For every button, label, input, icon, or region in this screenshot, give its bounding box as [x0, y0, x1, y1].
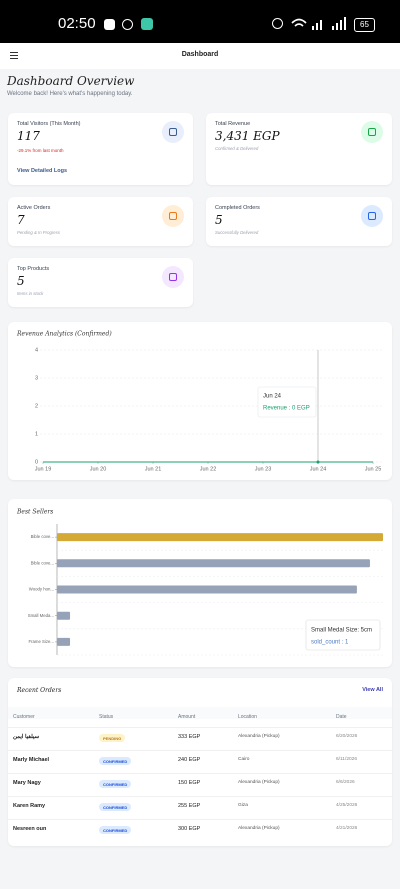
location: Alexandria (Pickup): [238, 826, 280, 831]
clock: 02:50: [58, 15, 96, 32]
date: 6/20/2026: [336, 734, 358, 739]
menu-button[interactable]: [10, 52, 18, 53]
card-value: 3,431 EGP: [215, 129, 280, 143]
column-header: Customer: [13, 714, 35, 720]
date: 6/6/2026: [336, 780, 355, 785]
customer: Karen Ramy: [13, 803, 46, 809]
customer: Marly Michael: [13, 757, 50, 763]
icon-glyph: [169, 128, 177, 136]
amount: 333 EGP: [178, 734, 201, 740]
card-value: 117: [17, 129, 40, 143]
row-divider: [8, 819, 392, 820]
signal-icons: [291, 17, 346, 30]
amount: 300 EGP: [178, 826, 201, 832]
row-divider: [8, 750, 392, 751]
column-header: Status: [99, 714, 114, 720]
amount: 150 EGP: [178, 780, 201, 786]
date: 6/11/2026: [336, 757, 357, 762]
orders-title: Recent Orders: [17, 687, 62, 694]
icon-glyph: [368, 128, 376, 136]
stat-card: Top Products 5 Items in stock: [8, 258, 193, 307]
card-note: Pending & In Progress: [17, 230, 60, 235]
status-badge: CONFIRMED: [99, 757, 132, 765]
stat-card: Total Visitors (This Month) 117 -29.1% fro…: [8, 113, 193, 185]
card-value: 5: [215, 213, 223, 227]
card-icon: [162, 121, 184, 143]
status-badge: PENDING: [99, 734, 126, 742]
app-header: Dashboard: [0, 43, 400, 69]
card-title: Total Visitors (This Month): [17, 121, 81, 127]
customer: Mary Nagy: [13, 780, 41, 786]
row-divider: [8, 773, 392, 774]
icon-glyph: [169, 212, 177, 220]
status-bar: 02:50 65: [0, 0, 400, 43]
amount: 240 EGP: [178, 757, 201, 763]
column-header: Date: [336, 714, 347, 720]
app-icon: [104, 19, 115, 30]
alarm-icon: [272, 18, 283, 29]
icon-glyph: [368, 212, 376, 220]
card-icon: [361, 205, 383, 227]
status-badge: CONFIRMED: [99, 803, 132, 811]
stat-card: Active Orders 7 Pending & In Progress: [8, 197, 193, 246]
page-subtitle: Welcome back! Here's what's happening to…: [7, 91, 133, 97]
card-link[interactable]: View Detailed Logs: [17, 168, 68, 174]
status-badge: CONFIRMED: [99, 780, 132, 788]
card-note: Successfully Delivered: [215, 230, 259, 235]
location: Alexandria (Pickup): [238, 734, 280, 739]
column-header: Location: [238, 714, 257, 720]
amount: 255 EGP: [178, 803, 201, 809]
status-badge: CONFIRMED: [99, 826, 132, 834]
page-title: Dashboard Overview: [7, 74, 135, 88]
app-icon: [122, 19, 133, 30]
card-value: 7: [17, 213, 25, 227]
row-divider: [8, 796, 392, 797]
location: Cairo: [238, 757, 250, 762]
revenue-card: [8, 322, 392, 480]
card-title: Top Products: [17, 266, 50, 272]
icon-glyph: [169, 273, 177, 281]
customer: Nesreen oun: [13, 826, 47, 832]
card-title: Total Revenue: [215, 121, 251, 127]
stat-card: Total Revenue 3,431 EGP Confirmed & Delive…: [206, 113, 392, 185]
card-value: 5: [17, 274, 25, 288]
orders-card: Recent Orders View All Customer Status Amo…: [8, 678, 392, 846]
date: 4/25/2026: [336, 803, 358, 808]
card-icon: [361, 121, 383, 143]
card-icon: [162, 266, 184, 288]
table-header-bg: [8, 707, 392, 719]
header-title: Dashboard: [181, 51, 219, 58]
date: 4/21/2026: [336, 826, 358, 831]
location: Alexandria (Pickup): [238, 780, 280, 785]
card-title: Completed Orders: [215, 205, 260, 211]
location: Giza: [238, 803, 248, 808]
row-divider: [8, 727, 392, 728]
stat-card: Completed Orders 5 Successfully Delivered: [206, 197, 392, 246]
column-header: Amount: [178, 714, 196, 720]
view-all-link[interactable]: View All: [362, 687, 383, 693]
battery: 65: [354, 18, 375, 32]
card-note: Items in stock: [17, 291, 44, 296]
app-icon: [141, 18, 153, 30]
card-icon: [162, 205, 184, 227]
customer: سيلفيا ايمن: [13, 734, 40, 740]
card-trend: -29.1% from last month: [17, 148, 64, 153]
card-note: Confirmed & Delivered: [215, 146, 259, 151]
card-title: Active Orders: [17, 205, 51, 211]
best-sellers-card: [8, 499, 392, 667]
